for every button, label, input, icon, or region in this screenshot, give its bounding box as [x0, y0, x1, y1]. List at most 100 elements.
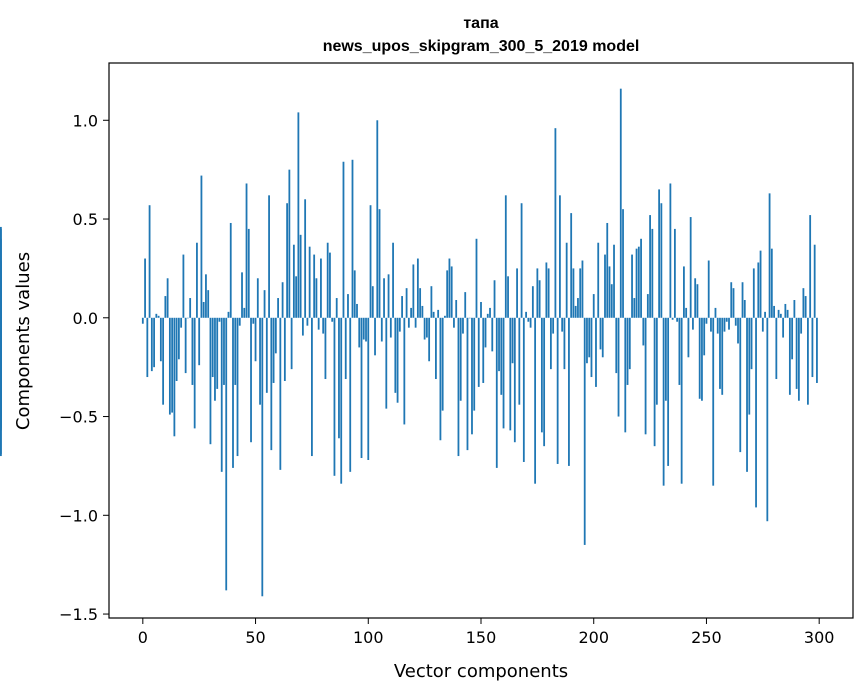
bar — [374, 317, 376, 356]
bar — [613, 244, 615, 318]
bar — [640, 238, 642, 318]
bar — [786, 309, 789, 318]
bar — [146, 317, 149, 378]
bar — [549, 317, 552, 370]
x-tick-label: 50 — [245, 628, 265, 647]
bar — [450, 266, 453, 318]
bar — [232, 317, 234, 468]
bar — [453, 317, 455, 328]
bar — [538, 280, 541, 318]
bar — [804, 296, 807, 318]
bar — [342, 161, 345, 318]
bar — [739, 317, 742, 453]
bar — [444, 315, 446, 318]
y-axis-ticks: −1.5 −1.0 −0.5 0.0 0.5 1.0 — [59, 111, 109, 624]
bar — [604, 254, 606, 318]
x-tick-label: 150 — [466, 628, 497, 647]
bar — [205, 274, 207, 318]
bar — [680, 317, 683, 484]
bar — [473, 317, 476, 411]
bar — [572, 268, 575, 318]
bar — [365, 317, 367, 342]
bar — [241, 272, 243, 318]
bar — [507, 276, 509, 318]
bar — [295, 276, 298, 318]
bar — [577, 298, 579, 318]
bar — [574, 305, 577, 318]
y-tick-label: −0.5 — [59, 408, 98, 427]
bar — [536, 268, 539, 318]
bar — [209, 317, 212, 445]
bar — [694, 278, 697, 318]
bar — [673, 228, 676, 318]
bar — [252, 317, 255, 324]
bar — [628, 317, 631, 370]
bar — [559, 195, 561, 318]
bar — [730, 282, 733, 318]
bar — [775, 317, 778, 380]
bar — [509, 317, 512, 431]
bar — [155, 313, 158, 318]
bar — [552, 317, 555, 334]
bar — [329, 252, 331, 318]
bar — [225, 317, 228, 591]
bar — [392, 242, 394, 318]
bar — [358, 317, 361, 348]
bar — [626, 317, 629, 385]
bar — [741, 282, 744, 318]
bar — [543, 317, 546, 447]
bar — [247, 228, 250, 318]
bar — [658, 189, 661, 318]
bar — [737, 317, 739, 344]
bar — [590, 317, 593, 378]
bar — [383, 278, 385, 318]
bar — [182, 254, 185, 318]
bar — [784, 303, 787, 318]
bar — [491, 317, 494, 352]
bar — [475, 238, 478, 318]
bar — [324, 317, 327, 380]
chart-title: тапа — [463, 15, 498, 32]
bar — [701, 317, 703, 401]
bar — [692, 317, 694, 330]
bar — [807, 317, 809, 405]
bar — [306, 317, 309, 326]
bar — [721, 317, 724, 395]
bar — [797, 317, 800, 401]
bar — [277, 298, 279, 318]
bar — [320, 258, 322, 318]
bar — [162, 317, 165, 405]
bar — [171, 317, 174, 413]
bar — [200, 175, 203, 318]
bar — [263, 290, 266, 318]
bar — [712, 317, 715, 486]
bar — [340, 317, 343, 484]
bar — [610, 284, 613, 318]
bar — [238, 317, 241, 326]
bar — [714, 307, 717, 318]
bar — [527, 317, 530, 322]
bar — [441, 317, 444, 411]
bar — [150, 317, 153, 372]
bars-group — [0, 88, 818, 597]
x-tick-label: 300 — [804, 628, 835, 647]
bar — [498, 317, 500, 372]
bar — [547, 268, 550, 318]
plot-frame — [108, 62, 854, 619]
bar — [624, 317, 627, 433]
bar — [166, 278, 169, 318]
bar — [570, 213, 573, 318]
bar — [376, 120, 379, 318]
bar — [579, 268, 582, 318]
bar — [394, 317, 397, 393]
bar — [290, 317, 293, 370]
bar — [615, 317, 618, 374]
bar — [793, 300, 796, 318]
y-tick-label: 0.5 — [73, 210, 98, 229]
bar — [750, 317, 753, 370]
bar — [439, 317, 442, 441]
bar — [755, 317, 757, 508]
bar — [601, 317, 604, 358]
bar — [347, 294, 349, 318]
bar — [229, 222, 232, 318]
